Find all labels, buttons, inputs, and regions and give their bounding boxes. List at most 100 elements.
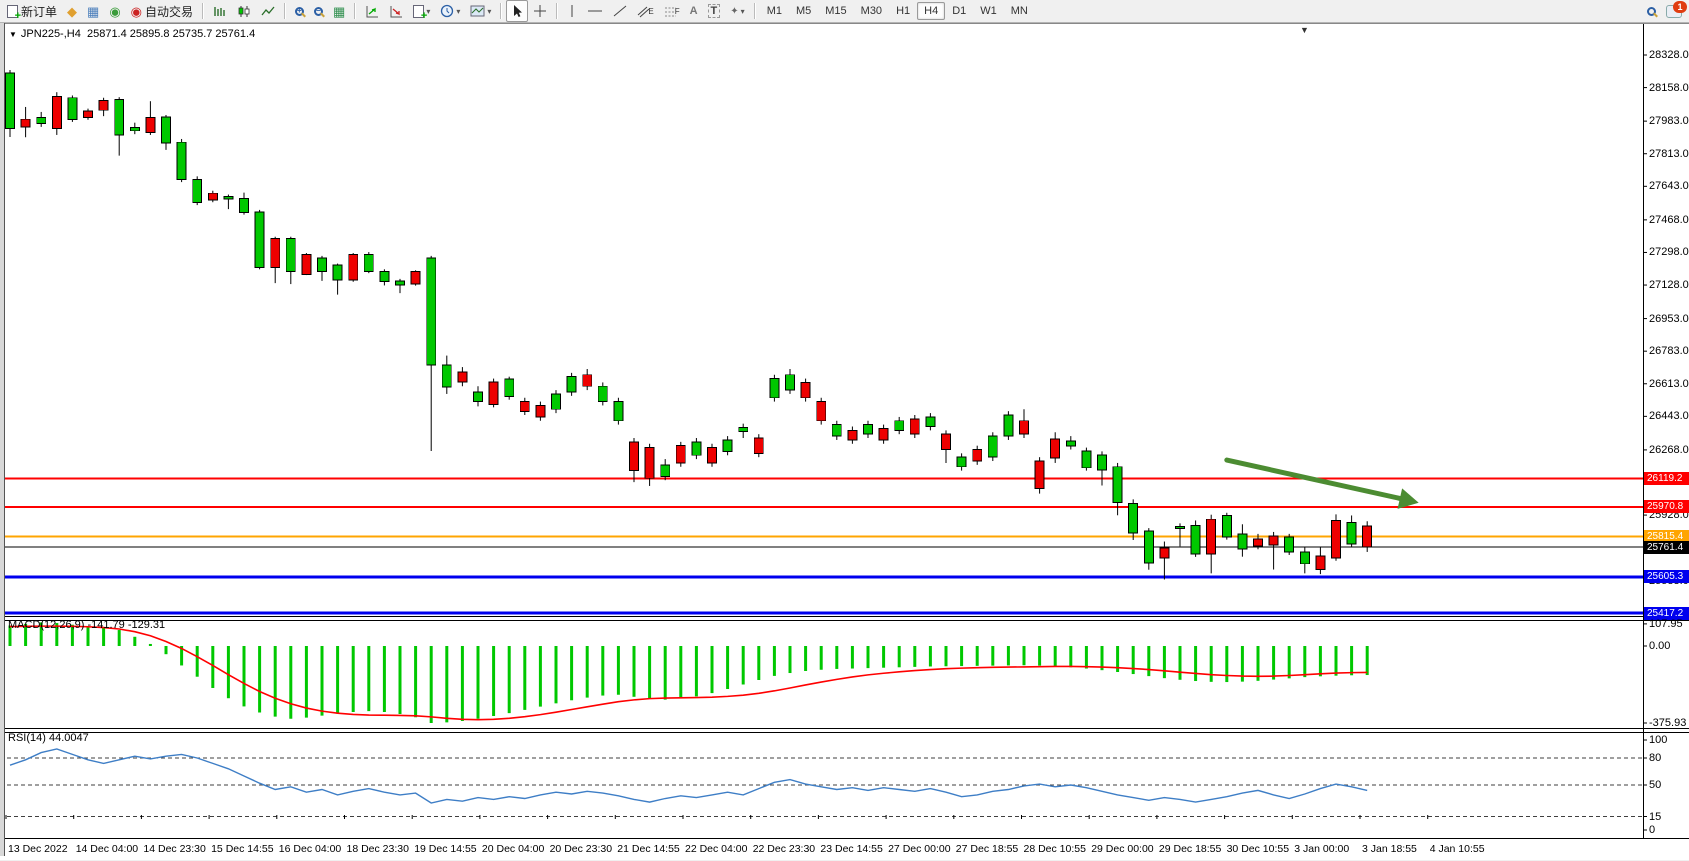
chat-bubble-icon: 1: [1666, 0, 1687, 18]
dropdown-arrow-icon: ▾: [487, 6, 492, 16]
cursor-icon: [514, 5, 523, 17]
macd-pane-separator[interactable]: [0, 616, 1689, 621]
tf-h4-button[interactable]: H4: [917, 2, 946, 20]
cursor-tool-button[interactable]: [506, 0, 529, 22]
time-tick: 22 Dec 04:00: [685, 843, 748, 855]
time-axis-line: [0, 838, 1689, 839]
channel-tool[interactable]: E: [632, 0, 658, 22]
tf-w1-button[interactable]: W1: [980, 5, 997, 17]
template-dropdown[interactable]: ▾: [465, 0, 496, 22]
rsi-label: RSI(14) 44.0047: [8, 732, 89, 744]
tf-h1-button[interactable]: H1: [896, 5, 911, 17]
search-button[interactable]: [1642, 0, 1661, 22]
market-watch-button[interactable]: ◆: [62, 0, 82, 22]
new-chart-dropdown[interactable]: + ▾: [408, 0, 435, 22]
price-tick: 26443.0: [1649, 410, 1689, 423]
charts-button[interactable]: ▦: [82, 0, 104, 22]
autotrade-button[interactable]: ◉ 自动交易: [126, 0, 198, 22]
channel-letter: E: [648, 6, 654, 16]
quotes-icon: ◆: [67, 3, 78, 19]
dropdown-arrow-icon: ▾: [426, 6, 431, 16]
new-order-icon: +: [7, 4, 21, 21]
candlestick-type-button[interactable]: [232, 0, 256, 22]
time-tick: 16 Dec 04:00: [278, 843, 342, 855]
indicator-window-down-button[interactable]: [384, 0, 408, 22]
price-tick: 26613.0: [1649, 377, 1689, 390]
fibonacci-tool[interactable]: F: [659, 0, 685, 22]
chart-canvas[interactable]: [0, 24, 1689, 861]
arrows-dropdown[interactable]: ✦ ▾: [725, 0, 749, 22]
price-level-badge: 25761.4: [1644, 540, 1689, 554]
time-tick: 13 Dec 2022: [8, 843, 68, 855]
time-tick: 30 Dec 10:55: [1226, 843, 1290, 855]
chart-shift-marker[interactable]: ▼: [1300, 25, 1309, 35]
line-chart-icon: [261, 6, 275, 15]
zoom-out-button[interactable]: −: [309, 0, 328, 22]
trendline-icon: [614, 5, 627, 17]
vertical-line-tool[interactable]: [562, 0, 582, 22]
toolbar-separator: [284, 3, 287, 19]
toolbar-separator: [354, 3, 357, 19]
line-chart-type-button[interactable]: [256, 0, 280, 22]
text-tool[interactable]: A: [685, 0, 703, 22]
text-label-tool[interactable]: T: [703, 0, 726, 22]
indicator-window-up-button[interactable]: [360, 0, 384, 22]
channel-icon: [638, 6, 650, 17]
tile-windows-button[interactable]: ▦: [328, 0, 350, 22]
chart-window: ▼ JPN225-,H4 25871.4 25895.8 25735.7 2576…: [0, 23, 1689, 860]
fibonacci-letter: F: [674, 6, 680, 16]
rsi-tick: 50: [1649, 779, 1662, 791]
period-dropdown[interactable]: ▾: [435, 0, 465, 22]
new-order-button[interactable]: + 新订单: [2, 0, 62, 22]
time-tick: 15 Dec 14:55: [211, 843, 274, 855]
signals-button[interactable]: ◉: [104, 0, 125, 22]
crosshair-icon: [534, 5, 547, 17]
time-tick: 20 Dec 23:30: [549, 843, 613, 855]
time-tick: 14 Dec 23:30: [143, 843, 206, 855]
zoom-out-icon: −: [314, 6, 324, 16]
horizontal-line-tool[interactable]: [582, 0, 608, 22]
time-tick: 29 Dec 00:00: [1091, 843, 1154, 855]
template-icon: [470, 5, 485, 17]
time-tick: 3 Jan 00:00: [1294, 843, 1350, 855]
rsi-tick: 15: [1649, 810, 1662, 823]
price-tick: 27643.0: [1649, 180, 1689, 193]
price-tick: 26268.0: [1649, 443, 1689, 456]
tf-m5-button[interactable]: M5: [795, 5, 812, 17]
window-left-edge: [0, 23, 5, 856]
bar-chart-type-button[interactable]: [208, 0, 232, 22]
charts-icon: ▦: [87, 3, 100, 19]
price-tick: 27468.0: [1649, 213, 1689, 226]
time-tick: 20 Dec 04:00: [481, 843, 545, 855]
price-level-badge: 25970.8: [1644, 500, 1689, 514]
dropdown-arrow-icon: ▾: [740, 6, 745, 16]
macd-label: MACD(12,26,9) -141.79 -129.31: [8, 619, 166, 631]
tf-d1-button[interactable]: D1: [952, 5, 967, 17]
search-icon: [1647, 6, 1656, 16]
autotrade-icon: ◉: [130, 3, 142, 19]
price-level-badge: 25815.4: [1644, 530, 1689, 544]
rsi-tick: 100: [1649, 734, 1668, 746]
text-label-icon: T: [707, 4, 721, 18]
toolbar-separator: [500, 3, 503, 19]
price-tick: 27813.0: [1649, 147, 1689, 160]
fibonacci-icon: [664, 7, 676, 16]
tf-m15-button[interactable]: M15: [825, 5, 847, 17]
crosshair-tool-button[interactable]: [528, 0, 552, 22]
notifications-button[interactable]: 1: [1661, 0, 1687, 22]
rsi-pane-separator[interactable]: [0, 728, 1689, 733]
trendline-tool[interactable]: [608, 0, 632, 22]
price-axis-line: [1643, 24, 1644, 838]
toolbar: + 新订单 ◆ ▦ ◉ ◉ 自动交易 + − ▦: [0, 0, 1689, 23]
zoom-in-button[interactable]: +: [290, 0, 309, 22]
price-level-badge: 25605.3: [1644, 570, 1689, 584]
tile-windows-icon: ▦: [333, 3, 346, 19]
timeframe-group: M1 M5 M15 M30 H1 H4 D1 W1 MN: [760, 0, 1035, 22]
tf-mn-button[interactable]: MN: [1010, 5, 1028, 17]
time-tick: 14 Dec 04:00: [75, 843, 139, 855]
tf-m30-button[interactable]: M30: [860, 5, 883, 17]
tf-m1-button[interactable]: M1: [766, 5, 782, 17]
autotrade-label: 自动交易: [145, 4, 194, 19]
signal-icon: ◉: [109, 3, 121, 19]
text-icon: A: [689, 5, 698, 17]
